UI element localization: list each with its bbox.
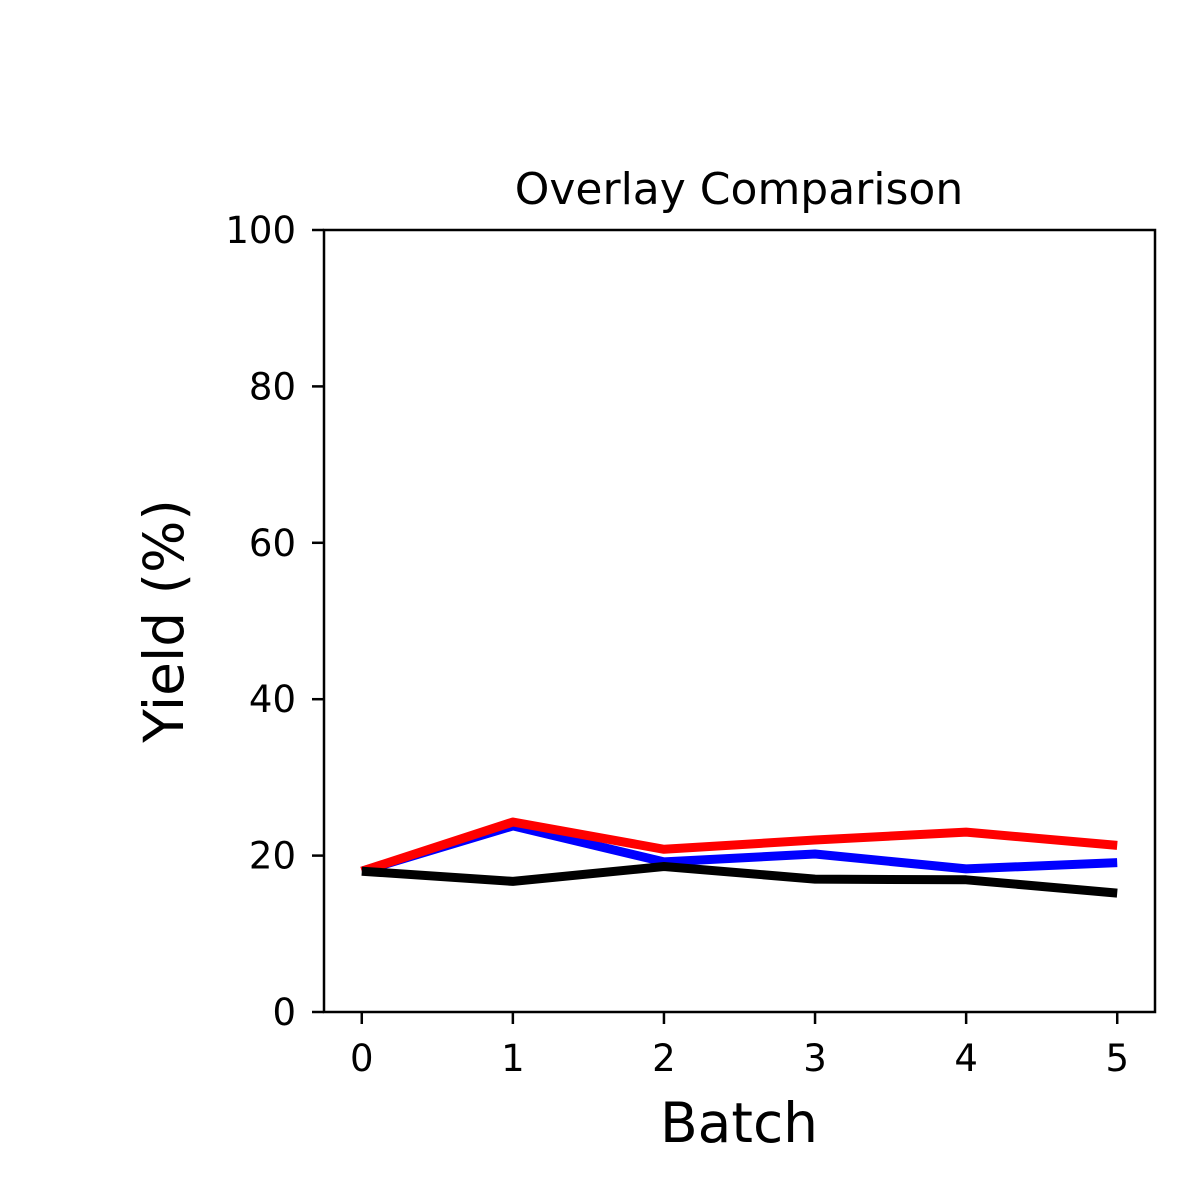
y-tick-label: 40 xyxy=(249,678,296,721)
y-tick-label: 60 xyxy=(249,522,296,565)
y-tick-label: 20 xyxy=(249,835,296,878)
plot-frame xyxy=(322,228,1157,1014)
x-axis-ticks: 0 1 2 3 4 5 xyxy=(350,1012,1129,1080)
x-tick-label: 5 xyxy=(1105,1037,1129,1080)
series-layer xyxy=(360,817,1118,898)
y-tick-label: 0 xyxy=(272,991,296,1034)
series-line-3 xyxy=(361,862,1118,898)
x-tick-label: 1 xyxy=(501,1037,525,1080)
x-tick-label: 0 xyxy=(350,1037,374,1080)
x-axis-label: Batch xyxy=(660,1091,818,1155)
x-tick-label: 4 xyxy=(954,1037,978,1080)
y-axis-ticks: 0 20 40 60 80 100 xyxy=(225,209,324,1034)
y-tick-label: 100 xyxy=(225,209,296,252)
chart-title: Overlay Comparison xyxy=(515,164,964,215)
y-axis-label: Yield (%) xyxy=(132,499,196,744)
series-line-2 xyxy=(360,817,1118,876)
x-tick-label: 3 xyxy=(803,1037,827,1080)
y-tick-label: 80 xyxy=(249,365,296,408)
x-tick-label: 2 xyxy=(652,1037,676,1080)
